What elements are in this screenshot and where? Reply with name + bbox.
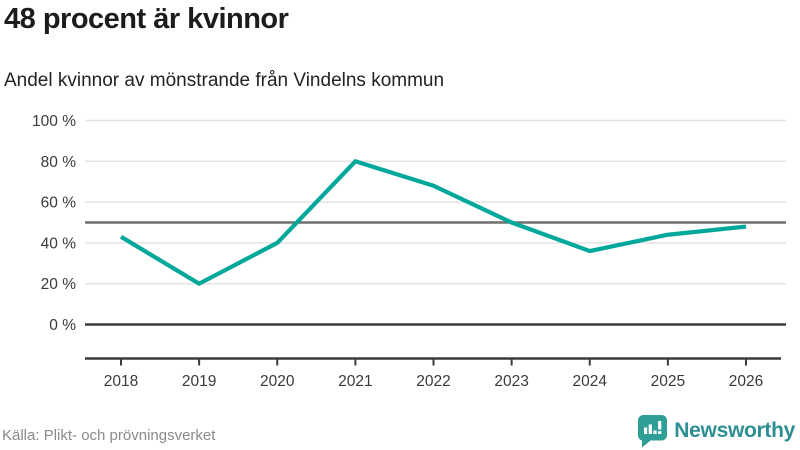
y-tick-label: 0 %	[49, 317, 76, 334]
data-series-line	[119, 159, 747, 286]
source-note: Källa: Plikt- och prövningsverket	[2, 427, 216, 444]
chart-subtitle: Andel kvinnor av mönstrande från Vindeln…	[4, 70, 445, 91]
y-tick-label: 100 %	[32, 113, 76, 130]
series-polyline	[119, 159, 747, 286]
newsworthy-logo[interactable]: Newsworthy	[638, 414, 795, 447]
page-title: 48 procent är kvinnor	[4, 3, 289, 35]
newsworthy-logo-text: Newsworthy	[674, 419, 795, 442]
x-tick-label: 2019	[182, 373, 216, 390]
x-tick-label: 2020	[260, 373, 295, 390]
y-tick-label: 80 %	[41, 154, 77, 171]
x-tick-label: 2024	[573, 373, 608, 390]
x-tick-label: 2021	[338, 373, 372, 390]
y-axis-labels: 0 % 20 % 40 % 60 % 80 % 100 %	[32, 113, 76, 334]
y-tick-label: 40 %	[41, 235, 77, 252]
x-axis	[85, 357, 781, 366]
x-tick-label: 2025	[651, 373, 685, 390]
newsworthy-logo-icon	[638, 414, 668, 447]
x-tick-label: 2026	[729, 373, 763, 390]
y-tick-label: 20 %	[41, 276, 77, 293]
x-tick-label: 2022	[416, 373, 450, 390]
chart-gridlines	[85, 119, 786, 326]
x-tick-label: 2018	[104, 373, 138, 390]
x-tick-label: 2023	[494, 373, 528, 390]
y-tick-label: 60 %	[41, 195, 77, 212]
x-axis-labels: 2018 2019 2020 2021 2022 2023 2024 2025 2026	[104, 373, 763, 390]
